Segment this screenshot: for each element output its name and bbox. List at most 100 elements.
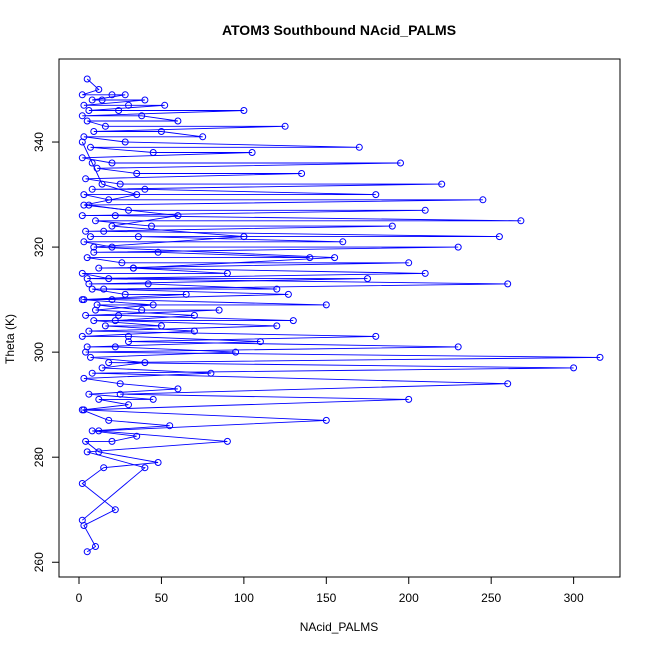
data-point <box>157 128 165 135</box>
data-point <box>83 275 91 283</box>
data-point <box>108 243 116 251</box>
data-point <box>92 217 99 225</box>
data-point <box>82 311 90 319</box>
data-point <box>115 311 123 319</box>
data-point <box>121 290 129 298</box>
data-point <box>322 416 330 424</box>
data-point <box>306 254 314 262</box>
data-point <box>82 227 90 235</box>
data-point <box>149 301 157 309</box>
data-point <box>108 296 116 304</box>
data-point <box>134 233 142 241</box>
data-point <box>108 437 116 445</box>
data-point <box>108 222 116 230</box>
data-point <box>364 275 371 283</box>
data-point <box>215 306 223 314</box>
data-point <box>98 180 106 188</box>
data-point <box>90 243 98 251</box>
data-point <box>405 259 413 267</box>
data-point <box>504 280 512 288</box>
data-point <box>78 138 86 146</box>
x-tick-label: 0 <box>76 591 83 605</box>
data-point <box>83 448 91 456</box>
data-point <box>92 306 99 314</box>
y-tick-label: 260 <box>32 552 46 572</box>
data-point <box>105 359 113 367</box>
data-point <box>80 201 88 209</box>
data-point <box>125 332 132 340</box>
data-point <box>82 348 90 356</box>
data-point <box>78 212 86 220</box>
data-point <box>154 459 162 466</box>
plot-frame <box>58 58 621 578</box>
data-point <box>495 233 503 241</box>
data-point <box>144 280 152 288</box>
data-point <box>166 422 174 430</box>
data-point <box>174 212 182 220</box>
data-point <box>397 159 404 167</box>
data-point <box>454 243 462 251</box>
data-point <box>331 254 339 262</box>
data-point <box>101 322 109 330</box>
data-point <box>355 143 363 151</box>
data-point <box>125 401 132 409</box>
data-point <box>105 416 113 424</box>
data-point <box>88 185 96 193</box>
series-line <box>81 141 601 521</box>
data-point <box>95 86 103 93</box>
data-point <box>125 338 132 346</box>
data-point <box>517 217 525 225</box>
data-point <box>199 133 207 141</box>
data-point <box>83 75 91 83</box>
chart-title: ATOM3 Southbound NAcid_PALMS <box>222 22 456 38</box>
data-point <box>421 206 429 214</box>
data-point <box>92 543 99 550</box>
data-point <box>125 101 132 109</box>
data-point <box>284 290 292 298</box>
data-point <box>149 149 157 156</box>
data-point <box>115 107 123 114</box>
data-point <box>322 301 330 309</box>
data-point <box>161 101 169 109</box>
data-point <box>174 385 182 393</box>
data-point <box>388 222 396 230</box>
data-point <box>93 164 101 172</box>
data-point <box>108 159 116 167</box>
data-point <box>100 227 108 235</box>
data-point <box>133 432 141 440</box>
data-point <box>372 191 380 199</box>
data-point <box>108 91 116 99</box>
data-point <box>405 395 413 403</box>
y-tick-label: 280 <box>32 447 46 467</box>
data-point <box>454 343 462 351</box>
data-point <box>421 269 429 277</box>
data-point <box>596 353 604 361</box>
data-point <box>141 96 149 104</box>
data-point <box>78 269 86 277</box>
y-axis-label: Theta (K) <box>3 314 17 364</box>
data-point <box>141 464 149 472</box>
data-point <box>95 264 103 272</box>
data-point <box>87 353 94 361</box>
x-tick-label: 150 <box>316 591 336 605</box>
data-point <box>372 332 380 340</box>
x-tick-label: 300 <box>564 591 584 605</box>
data-point <box>90 317 98 325</box>
data-point <box>82 437 90 445</box>
data-point <box>82 175 90 183</box>
x-axis-label: NAcid_PALMS <box>300 620 378 634</box>
data-point <box>116 390 124 398</box>
data-point <box>438 180 446 188</box>
data-point <box>190 311 198 319</box>
data-point <box>80 406 88 414</box>
data-point <box>118 259 126 267</box>
data-point <box>95 395 103 403</box>
data-point <box>85 390 93 398</box>
data-point <box>78 91 86 99</box>
y-tick-label: 320 <box>32 237 46 257</box>
data-point <box>98 96 106 104</box>
data-point <box>223 437 231 445</box>
data-point <box>78 332 86 340</box>
x-tick-label: 50 <box>155 591 169 605</box>
